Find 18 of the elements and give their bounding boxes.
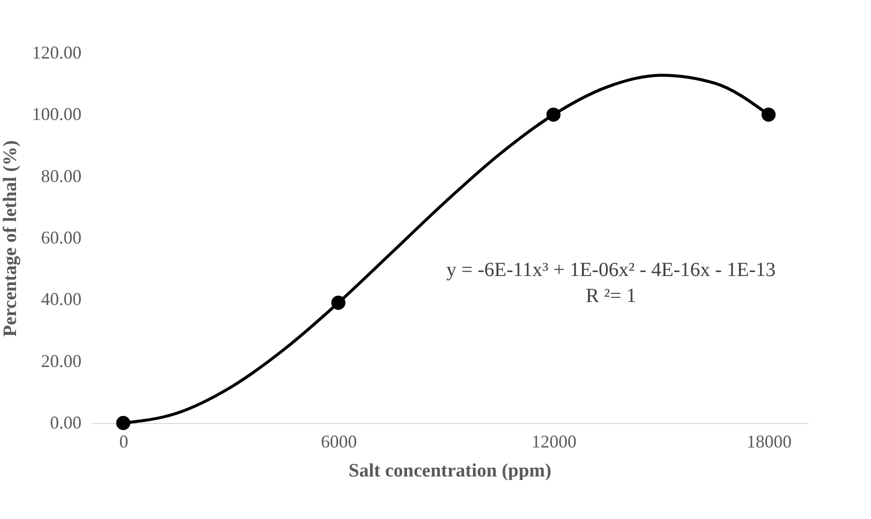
x-tick-label: 12000 bbox=[531, 432, 576, 452]
y-tick-label: 80.00 bbox=[41, 166, 82, 186]
y-axis-title: Percentage of lethal (%) bbox=[0, 140, 21, 337]
point bbox=[331, 296, 346, 310]
y-tick-label: 20.00 bbox=[41, 350, 82, 371]
point bbox=[116, 416, 130, 430]
annotation: y = -6E-11x³ + 1E-06x² - 4E-16x - 1E-13 bbox=[446, 259, 776, 281]
x-tick-label: 6000 bbox=[320, 432, 357, 452]
y-tick-label: 120.00 bbox=[32, 42, 82, 62]
y-tick-label: 40.00 bbox=[41, 289, 82, 310]
point bbox=[546, 108, 561, 122]
y-tick-label: 60.00 bbox=[41, 228, 82, 248]
point bbox=[761, 108, 776, 122]
x-tick-label: 0 bbox=[119, 432, 128, 452]
y-tick-label: 0.00 bbox=[50, 412, 82, 432]
annotation: R ²= 1 bbox=[586, 285, 636, 307]
y-tick-label: 100.00 bbox=[32, 104, 82, 124]
x-tick-label: 18000 bbox=[746, 432, 792, 452]
